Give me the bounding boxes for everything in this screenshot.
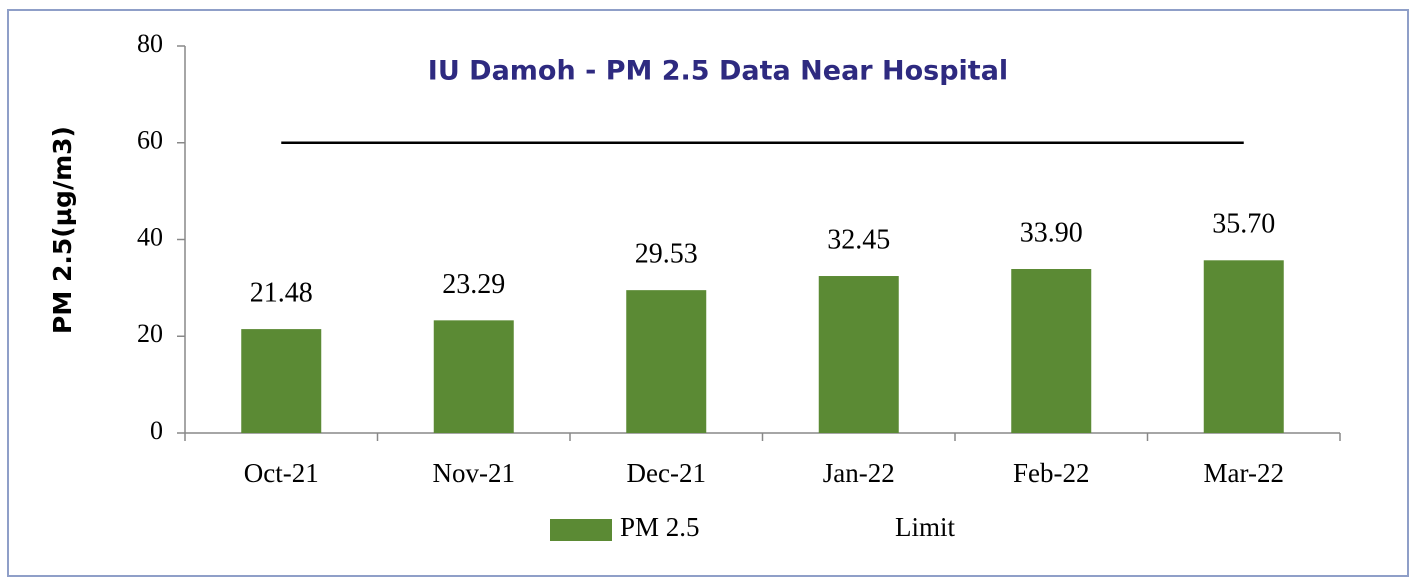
x-tick-label: Mar-22: [1204, 458, 1284, 488]
y-tick-label: 20: [137, 319, 163, 348]
bar: [1203, 260, 1284, 433]
chart-title: IU Damoh - PM 2.5 Data Near Hospital: [428, 56, 1008, 87]
data-label: 23.29: [442, 269, 505, 300]
x-tick-label: Feb-22: [1013, 458, 1090, 488]
data-label: 29.53: [635, 239, 698, 270]
chart-frame: [7, 9, 1409, 577]
bar: [241, 329, 322, 433]
x-tick-label: Dec-21: [627, 458, 706, 488]
y-tick-label: 40: [137, 222, 163, 251]
x-tick-label: Oct-21: [244, 458, 319, 488]
legend-label: Limit: [895, 512, 955, 542]
bar: [626, 290, 707, 433]
data-label: 21.48: [250, 278, 313, 309]
bar: [1011, 269, 1092, 433]
y-tick-label: 0: [150, 416, 163, 445]
y-tick-label: 60: [137, 126, 163, 155]
bar: [433, 320, 514, 433]
x-tick-label: Nov-21: [433, 458, 516, 488]
data-label: 33.90: [1020, 217, 1083, 248]
y-axis-label: PM 2.5(µg/m3): [48, 126, 77, 334]
legend-label: PM 2.5: [620, 512, 700, 542]
legend-swatch: [550, 519, 612, 541]
y-tick-label: 80: [137, 29, 163, 58]
data-label: 32.45: [827, 224, 890, 255]
data-label: 35.70: [1212, 209, 1275, 240]
bar: [818, 276, 899, 433]
x-tick-label: Jan-22: [823, 458, 895, 488]
